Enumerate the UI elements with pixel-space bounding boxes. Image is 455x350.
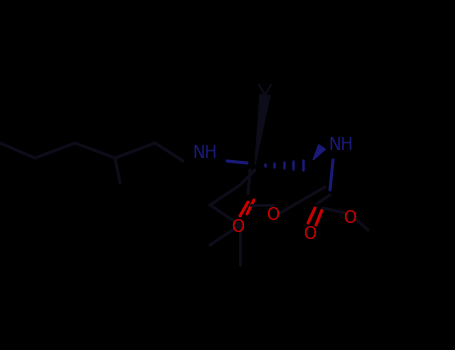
Polygon shape (255, 94, 270, 165)
Text: O: O (344, 209, 357, 227)
Text: O: O (303, 225, 317, 243)
Text: O: O (267, 206, 279, 224)
Text: NH: NH (329, 136, 354, 154)
Text: NH: NH (192, 144, 217, 162)
Polygon shape (313, 145, 325, 160)
Text: O: O (232, 218, 244, 236)
